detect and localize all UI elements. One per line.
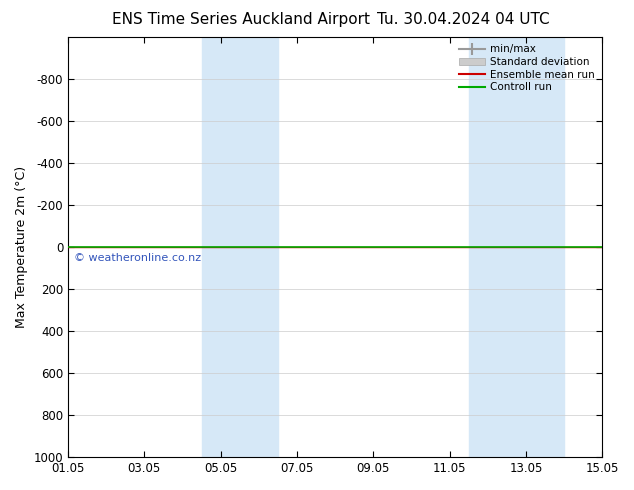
Text: Tu. 30.04.2024 04 UTC: Tu. 30.04.2024 04 UTC <box>377 12 549 27</box>
Y-axis label: Max Temperature 2m (°C): Max Temperature 2m (°C) <box>15 166 28 328</box>
Bar <box>469 37 564 457</box>
Text: ENS Time Series Auckland Airport: ENS Time Series Auckland Airport <box>112 12 370 27</box>
Bar <box>202 37 278 457</box>
Legend: min/max, Standard deviation, Ensemble mean run, Controll run: min/max, Standard deviation, Ensemble me… <box>457 42 597 94</box>
Text: © weatheronline.co.nz: © weatheronline.co.nz <box>74 253 201 264</box>
